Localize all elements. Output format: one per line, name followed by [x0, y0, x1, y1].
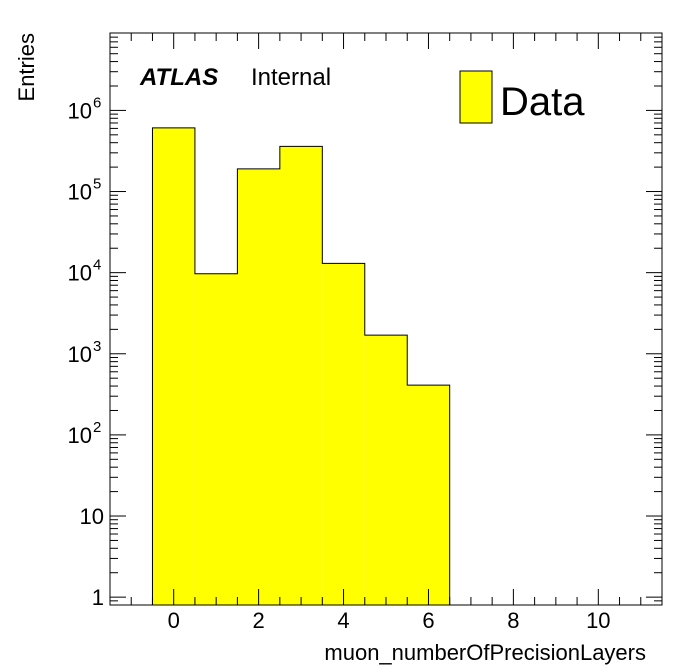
x-tick-labels: 0 2 4 6 8 10	[168, 608, 611, 633]
y-tick-label: 10	[68, 342, 92, 367]
y-tick-label: 10	[68, 180, 92, 205]
histogram-bar-5	[364, 335, 408, 605]
y-tick-exponent: 2	[93, 419, 101, 436]
histogram-bars	[151, 127, 451, 606]
plot-frame	[109, 32, 663, 606]
histogram-bar-1	[194, 273, 238, 605]
y-tick-label: 10	[68, 261, 92, 286]
histogram-outline	[151, 127, 451, 605]
x-tick-label: 0	[168, 608, 180, 633]
histogram-bar-6	[407, 385, 450, 605]
y-tick-exponent: 6	[93, 94, 101, 111]
y-tick-exponent: 4	[93, 257, 101, 274]
x-tick-label: 6	[422, 608, 434, 633]
x-tick-label: 10	[586, 608, 610, 633]
x-tick-label: 4	[337, 608, 349, 633]
x-axis-title: muon_numberOfPrecisionLayers	[324, 640, 646, 665]
y-tick-label: 10	[68, 423, 92, 448]
y-tick-exponent: 3	[93, 338, 101, 355]
y-tick-label: 1	[92, 585, 104, 610]
y-axis-title: Entries	[14, 33, 39, 101]
atlas-label: ATLAS	[139, 64, 218, 91]
axis-ticks	[109, 32, 663, 606]
y-tick-label: 10	[68, 98, 92, 123]
histogram-bar-0	[152, 127, 195, 605]
legend-label: Data	[500, 80, 585, 124]
legend-swatch	[459, 70, 493, 124]
histogram-bar-2	[237, 168, 280, 605]
x-tick-label: 2	[252, 608, 264, 633]
histogram-bar-4	[322, 263, 365, 605]
y-tick-exponent: 5	[93, 176, 101, 193]
histogram-bar-3	[279, 146, 323, 606]
y-tick-label: 10	[80, 504, 104, 529]
internal-label: Internal	[251, 64, 331, 91]
x-tick-label: 8	[507, 608, 519, 633]
